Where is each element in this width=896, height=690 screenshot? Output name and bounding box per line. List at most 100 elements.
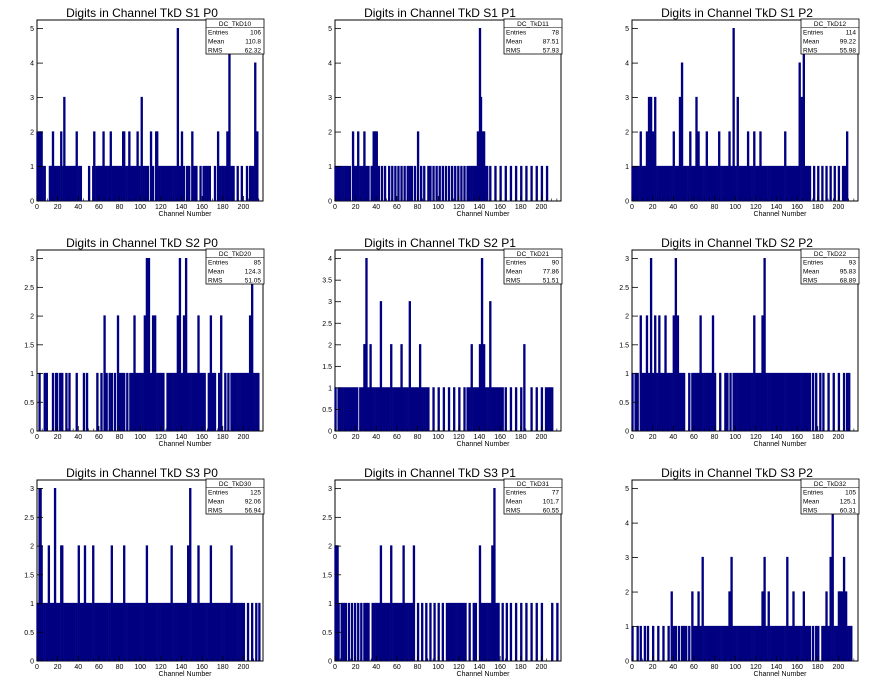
histogram-bin bbox=[480, 602, 484, 661]
x-tick-label: 40 bbox=[372, 664, 380, 671]
histogram-bin bbox=[217, 602, 221, 661]
histogram-bin bbox=[804, 165, 808, 201]
histogram-bin bbox=[166, 165, 169, 201]
histogram-bin bbox=[662, 165, 665, 201]
histogram-bin bbox=[369, 344, 372, 431]
histogram-bin bbox=[837, 165, 841, 201]
histogram-bin bbox=[829, 556, 832, 661]
histogram-bin bbox=[771, 625, 775, 661]
histogram-bin bbox=[509, 387, 513, 431]
histogram-bin bbox=[670, 165, 673, 201]
histogram-bin bbox=[385, 602, 389, 661]
y-tick-label: 2.5 bbox=[619, 285, 629, 292]
histogram-bin bbox=[514, 387, 518, 431]
histogram-bin bbox=[451, 602, 455, 661]
histogram-bin bbox=[715, 165, 719, 201]
histogram-bin bbox=[802, 591, 805, 661]
histogram-bin bbox=[649, 96, 653, 201]
histogram-bin bbox=[51, 131, 55, 201]
x-tick-label: 20 bbox=[352, 664, 360, 671]
x-tick-label: 80 bbox=[116, 204, 124, 211]
stats-label-entries: Entries bbox=[803, 30, 824, 37]
y-tick-label: 2.5 bbox=[24, 285, 34, 292]
histogram-bin bbox=[833, 165, 836, 201]
histogram-bin bbox=[664, 315, 667, 431]
stats-label-mean: Mean bbox=[803, 269, 820, 276]
histogram-bin bbox=[478, 344, 482, 431]
histogram-bin bbox=[509, 165, 513, 201]
x-tick-label: 40 bbox=[74, 664, 82, 671]
histogram-bin bbox=[147, 257, 151, 431]
histogram-bin bbox=[802, 372, 805, 431]
histogram-bin bbox=[449, 602, 453, 661]
y-tick-label: 3 bbox=[328, 486, 332, 493]
histogram-bin bbox=[347, 602, 351, 661]
x-tick-label: 60 bbox=[95, 434, 103, 441]
histogram-bin bbox=[697, 372, 700, 431]
histogram-bin bbox=[217, 372, 221, 431]
histogram-bin bbox=[525, 602, 528, 661]
histogram-bin bbox=[398, 602, 401, 661]
histogram-bin bbox=[654, 96, 657, 201]
histogram-bin bbox=[765, 625, 768, 661]
histogram-bin bbox=[755, 165, 758, 201]
histogram-bin bbox=[250, 602, 254, 661]
x-tick-label: 20 bbox=[54, 664, 62, 671]
histogram-bin bbox=[445, 602, 449, 661]
histogram-panel: Digits in Channel TkD S1 P20 20 40 60 80 100 1… bbox=[625, 6, 860, 218]
stats-box bbox=[800, 248, 860, 285]
histogram-bin bbox=[444, 165, 448, 201]
histogram-bin bbox=[429, 602, 432, 661]
histogram-bin bbox=[705, 625, 708, 661]
chart-title: Digits in Channel TkD S3 P1 bbox=[364, 466, 516, 480]
histogram-bin bbox=[746, 131, 750, 201]
histogram-bin bbox=[711, 315, 715, 431]
x-tick-label: 100 bbox=[134, 204, 146, 211]
histogram-bin bbox=[199, 602, 202, 661]
histogram-bin bbox=[201, 372, 204, 431]
histogram-bin bbox=[777, 625, 781, 661]
histogram-bin bbox=[664, 165, 667, 201]
y-tick-label: 3 bbox=[625, 555, 629, 562]
histogram-bin bbox=[118, 372, 122, 431]
x-tick-label: 40 bbox=[669, 204, 677, 211]
x-tick-label: 200 bbox=[536, 664, 548, 671]
histogram-bin bbox=[499, 387, 502, 431]
x-tick-label: 80 bbox=[711, 664, 719, 671]
histogram-bin bbox=[232, 372, 235, 431]
x-tick-label: 100 bbox=[729, 664, 741, 671]
y-tick-label: 1 bbox=[30, 601, 34, 608]
histogram-bin bbox=[845, 372, 849, 431]
histogram-bin bbox=[763, 257, 766, 431]
histogram-bin bbox=[156, 602, 159, 661]
histogram-bin bbox=[726, 165, 729, 201]
x-tick-label: 120 bbox=[155, 204, 167, 211]
histogram-bin bbox=[728, 131, 731, 201]
histogram-bin bbox=[392, 387, 395, 431]
histogram-bin bbox=[75, 131, 78, 201]
x-tick-label: 160 bbox=[494, 434, 506, 441]
histogram-bin bbox=[806, 165, 810, 201]
histogram-bin bbox=[416, 602, 420, 661]
histogram-bin bbox=[55, 602, 59, 661]
histogram-bin bbox=[773, 372, 777, 431]
histogram-bin bbox=[501, 387, 504, 431]
histogram-bin bbox=[744, 625, 748, 661]
x-tick-label: 140 bbox=[176, 204, 188, 211]
x-tick-label: 80 bbox=[414, 434, 422, 441]
histogram-bin bbox=[176, 27, 180, 201]
histogram-bin bbox=[713, 625, 717, 661]
chart-title: Digits in Channel TkD S2 P1 bbox=[364, 236, 516, 250]
histogram-bin bbox=[709, 372, 713, 431]
histogram-bin bbox=[49, 165, 53, 201]
y-tick-label: 0 bbox=[625, 429, 629, 436]
histogram-bin bbox=[172, 602, 175, 661]
histogram-bin bbox=[815, 625, 818, 661]
histogram-bin bbox=[416, 387, 420, 431]
histogram-bin bbox=[688, 625, 691, 661]
histogram-bin bbox=[474, 387, 478, 431]
histogram-bin bbox=[697, 591, 700, 661]
x-axis-label: Channel Number bbox=[754, 211, 808, 218]
histogram-bin bbox=[205, 602, 208, 661]
histogram-bin bbox=[43, 602, 46, 661]
